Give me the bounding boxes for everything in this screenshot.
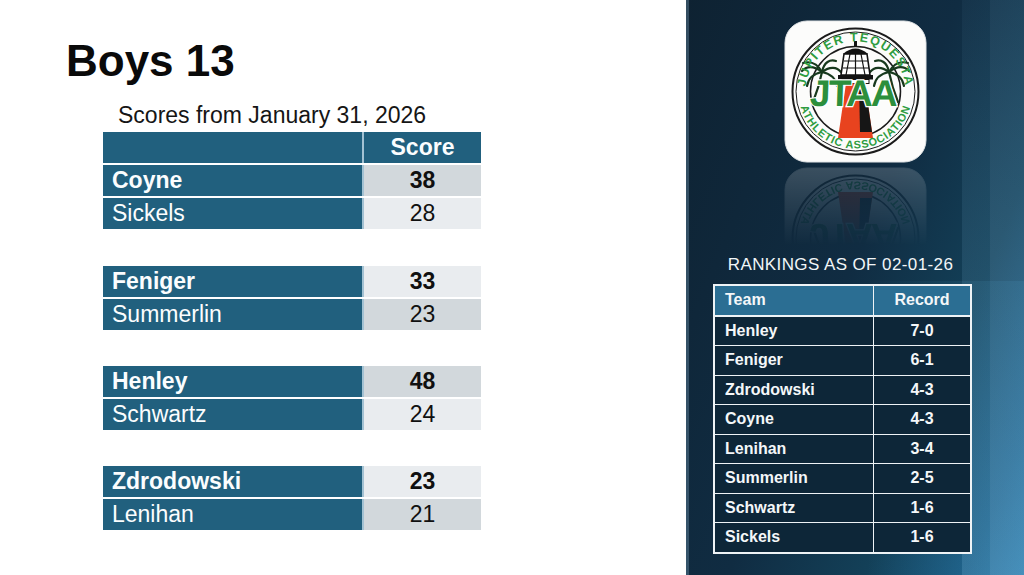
game-table: Zdrodowski 23 Lenihan 21	[103, 466, 481, 532]
ranking-team: Lenihan	[715, 435, 874, 464]
ranking-row: Schwartz 1-6	[715, 493, 970, 523]
score-cell: 33	[364, 266, 481, 297]
ranking-row: Zdrodowski 4-3	[715, 375, 970, 405]
score-cell: 23	[364, 299, 481, 330]
ranking-team: Sickels	[715, 523, 874, 552]
game-row-winner: Zdrodowski 23	[103, 466, 481, 497]
ranking-row: Sickels 1-6	[715, 522, 970, 552]
score-header-row: Score	[103, 132, 481, 163]
game-table: Score Coyne 38 Sickels 28	[103, 132, 481, 231]
game-row-winner: Feniger 33	[103, 266, 481, 297]
ranking-record: 1-6	[874, 528, 970, 546]
score-cell: 21	[364, 499, 481, 530]
game-row-loser: Schwartz 24	[103, 399, 481, 430]
score-cell: 23	[364, 466, 481, 497]
rankings-header-row: Team Record	[715, 286, 970, 316]
ranking-team: Feniger	[715, 346, 874, 375]
team-cell: Henley	[103, 366, 364, 397]
team-cell: Lenihan	[103, 499, 364, 530]
game-table: Feniger 33 Summerlin 23	[103, 266, 481, 332]
score-header-cell: Score	[364, 132, 481, 163]
ranking-row: Henley 7-0	[715, 316, 970, 346]
scores-date-subtitle: Scores from January 31, 2026	[118, 102, 426, 129]
ranking-row: Coyne 4-3	[715, 404, 970, 434]
team-header-cell	[103, 132, 364, 163]
game-row-loser: Sickels 28	[103, 198, 481, 229]
score-cell: 48	[364, 366, 481, 397]
ranking-record: 2-5	[874, 469, 970, 487]
rankings-col-record: Record	[874, 291, 970, 309]
jtaa-logo: JUPITER TEQUESTA ATHLETIC ASSOCIATION JT…	[784, 20, 927, 163]
score-cell: 24	[364, 399, 481, 430]
game-table: Henley 48 Schwartz 24	[103, 366, 481, 432]
ranking-record: 6-1	[874, 351, 970, 369]
jtaa-logo-svg: JUPITER TEQUESTA ATHLETIC ASSOCIATION JT…	[784, 20, 927, 163]
ranking-team: Coyne	[715, 405, 874, 434]
scores-panel: Boys 13 Scores from January 31, 2026 Sco…	[0, 0, 686, 575]
ranking-row: Summerlin 2-5	[715, 463, 970, 493]
ranking-team: Schwartz	[715, 494, 874, 523]
ranking-record: 3-4	[874, 440, 970, 458]
ranking-team: Zdrodowski	[715, 376, 874, 405]
team-cell: Zdrodowski	[103, 466, 364, 497]
ranking-row: Lenihan 3-4	[715, 434, 970, 464]
ranking-team: Summerlin	[715, 464, 874, 493]
team-cell: Sickels	[103, 198, 364, 229]
ranking-row: Feniger 6-1	[715, 345, 970, 375]
score-cell: 28	[364, 198, 481, 229]
rankings-title: RANKINGS AS OF 02-01-26	[713, 255, 968, 275]
game-row-loser: Summerlin 23	[103, 299, 481, 330]
team-cell: Schwartz	[103, 399, 364, 430]
game-row-winner: Coyne 38	[103, 165, 481, 196]
sidebar-left-edge-highlight	[686, 0, 689, 575]
ranking-record: 1-6	[874, 499, 970, 517]
rankings-sidebar: JUPITER TEQUESTA ATHLETIC ASSOCIATION JT…	[686, 0, 1024, 575]
ranking-team: Henley	[715, 317, 874, 346]
rankings-table: Team Record Henley 7-0 Feniger 6-1 Zdrod…	[713, 284, 972, 554]
rankings-col-team: Team	[715, 286, 874, 315]
ranking-record: 7-0	[874, 322, 970, 340]
slide: Boys 13 Scores from January 31, 2026 Sco…	[0, 0, 1024, 575]
team-cell: Summerlin	[103, 299, 364, 330]
page-title: Boys 13	[66, 36, 235, 86]
game-row-winner: Henley 48	[103, 366, 481, 397]
game-row-loser: Lenihan 21	[103, 499, 481, 530]
team-cell: Feniger	[103, 266, 364, 297]
ranking-record: 4-3	[874, 410, 970, 428]
team-cell: Coyne	[103, 165, 364, 196]
score-cell: 38	[364, 165, 481, 196]
ranking-record: 4-3	[874, 381, 970, 399]
